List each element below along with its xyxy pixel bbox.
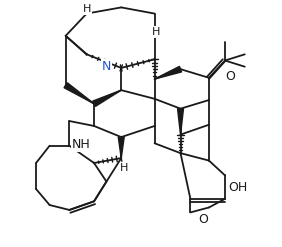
- Polygon shape: [64, 83, 94, 104]
- Polygon shape: [118, 137, 124, 158]
- Polygon shape: [155, 66, 182, 79]
- Text: H: H: [120, 164, 128, 173]
- Text: H: H: [82, 4, 91, 14]
- Polygon shape: [178, 109, 184, 135]
- Text: O: O: [198, 213, 208, 226]
- Text: H: H: [152, 27, 160, 37]
- Polygon shape: [93, 90, 121, 106]
- Text: N: N: [102, 60, 111, 73]
- Text: OH: OH: [228, 181, 248, 194]
- Text: O: O: [225, 70, 235, 83]
- Text: NH: NH: [72, 138, 91, 151]
